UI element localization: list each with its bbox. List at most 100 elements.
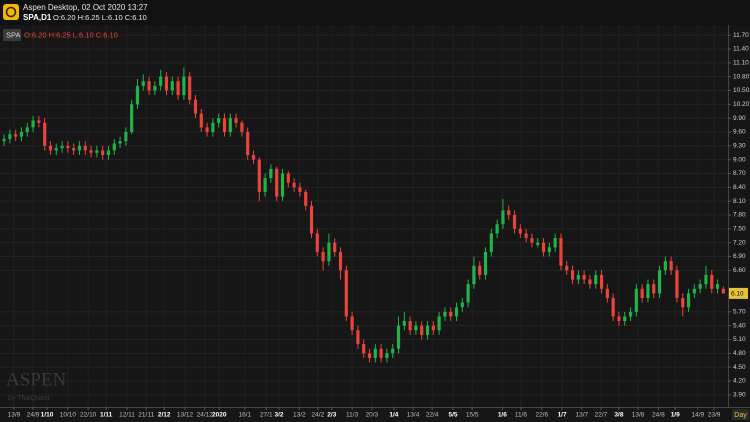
- candle-body: [170, 81, 174, 91]
- x-tick-label: 1/10: [41, 412, 54, 419]
- candle-body: [617, 316, 621, 322]
- app-icon[interactable]: [3, 4, 19, 20]
- candle-body: [43, 122, 47, 146]
- x-tick-label: 27/1: [260, 412, 273, 419]
- candle-body: [570, 270, 575, 280]
- candle-body: [263, 178, 267, 192]
- candle-body: [553, 238, 557, 248]
- x-tick-label: 16/1: [238, 412, 251, 419]
- candle-body: [565, 265, 569, 271]
- x-tick-label: 2/12: [158, 412, 171, 419]
- candle-body: [524, 233, 528, 239]
- candle-body: [646, 284, 650, 299]
- candle-body: [48, 145, 53, 151]
- y-tick-label: 7.50: [733, 226, 746, 233]
- y-tick-label: 10.50: [733, 87, 750, 94]
- candle-body: [327, 242, 331, 262]
- candle-body: [338, 251, 343, 271]
- candle-body: [193, 99, 198, 114]
- candles: [2, 67, 725, 363]
- app-icon-glyph: [5, 6, 17, 18]
- candle-body: [286, 173, 290, 183]
- candle-body: [686, 293, 691, 308]
- candle-body: [681, 298, 685, 308]
- candle-body: [437, 316, 441, 331]
- y-tick-label: 9.00: [733, 156, 746, 163]
- candle-body: [599, 274, 604, 289]
- candle-body: [408, 321, 412, 331]
- candle-body: [628, 311, 633, 317]
- candle-body: [466, 284, 470, 303]
- x-tick-label: 2020: [212, 412, 227, 419]
- candle-body: [164, 76, 169, 91]
- candle-body: [356, 330, 360, 345]
- candle-body: [460, 302, 464, 308]
- y-tick-label: 5.40: [733, 322, 746, 329]
- candle-body: [472, 265, 476, 285]
- candle-body: [344, 270, 348, 317]
- period-box[interactable]: [732, 409, 749, 420]
- candle-body: [634, 288, 638, 312]
- candle-body: [657, 270, 662, 294]
- candle-body: [66, 145, 70, 149]
- x-tick-label: 24/2: [312, 412, 325, 419]
- candle-body: [402, 321, 406, 326]
- x-tick-label: 1/6: [498, 412, 507, 419]
- legend-symbol-box: [3, 29, 21, 41]
- y-tick-label: 8.40: [733, 184, 746, 191]
- x-tick-label: 1/7: [558, 412, 567, 419]
- candle-body: [118, 141, 122, 144]
- candle-body: [135, 85, 140, 105]
- x-tick-label: 2/3: [327, 412, 336, 419]
- x-tick-label: 1/11: [100, 412, 113, 419]
- candle-body: [31, 120, 35, 128]
- y-tick-label: 4.50: [733, 364, 746, 371]
- x-tick-label: 15/5: [466, 412, 479, 419]
- watermark-brand: ASPEN: [6, 369, 66, 390]
- y-tick-label: 6.60: [733, 267, 746, 274]
- candle-body: [652, 284, 656, 294]
- candle-body: [663, 261, 667, 271]
- candle-body: [547, 247, 551, 252]
- y-tick-label: 10.20: [733, 101, 750, 108]
- candle-body: [19, 131, 24, 137]
- x-tick-label: 13/2: [293, 412, 306, 419]
- candle-body: [611, 298, 615, 317]
- candle-body: [704, 274, 708, 285]
- y-tick-label: 9.60: [733, 129, 746, 136]
- candle-body: [333, 242, 337, 252]
- y-tick-label: 6.90: [733, 253, 746, 260]
- candle-body: [449, 311, 453, 317]
- candle-body: [588, 279, 592, 285]
- x-tick-label: 22/7: [595, 412, 608, 419]
- x-tick-label: 22/10: [80, 412, 97, 419]
- candle-body: [89, 150, 93, 153]
- x-tick-label: 13/8: [632, 412, 645, 419]
- candle-body: [692, 288, 696, 294]
- candle-body: [199, 113, 203, 128]
- candle-body: [257, 159, 261, 192]
- candle-body: [715, 284, 720, 289]
- candle-body: [541, 242, 546, 252]
- y-tick-label: 8.10: [733, 198, 746, 205]
- y-tick-label: 9.30: [733, 143, 746, 150]
- candle-body: [576, 274, 580, 280]
- candle-body: [2, 138, 6, 142]
- period[interactable]: Day: [734, 412, 747, 419]
- candle-body: [443, 311, 447, 317]
- x-tick-label: 24/9: [27, 412, 40, 419]
- candle-body: [217, 118, 221, 123]
- candle-body: [72, 148, 76, 151]
- candle-body: [275, 168, 279, 197]
- candle-body: [83, 145, 87, 151]
- candle-body: [669, 261, 673, 271]
- y-tick-label: 7.20: [733, 239, 746, 246]
- candle-body: [396, 325, 401, 349]
- candle-body: [60, 145, 64, 149]
- header-bar: [0, 0, 750, 25]
- x-tick-label: 21/11: [138, 412, 154, 419]
- candle-body: [698, 284, 702, 289]
- legend-ohlc: O:6.20 H:6.25 L:6.10 C:6.10: [24, 30, 118, 39]
- candle-body: [582, 274, 586, 280]
